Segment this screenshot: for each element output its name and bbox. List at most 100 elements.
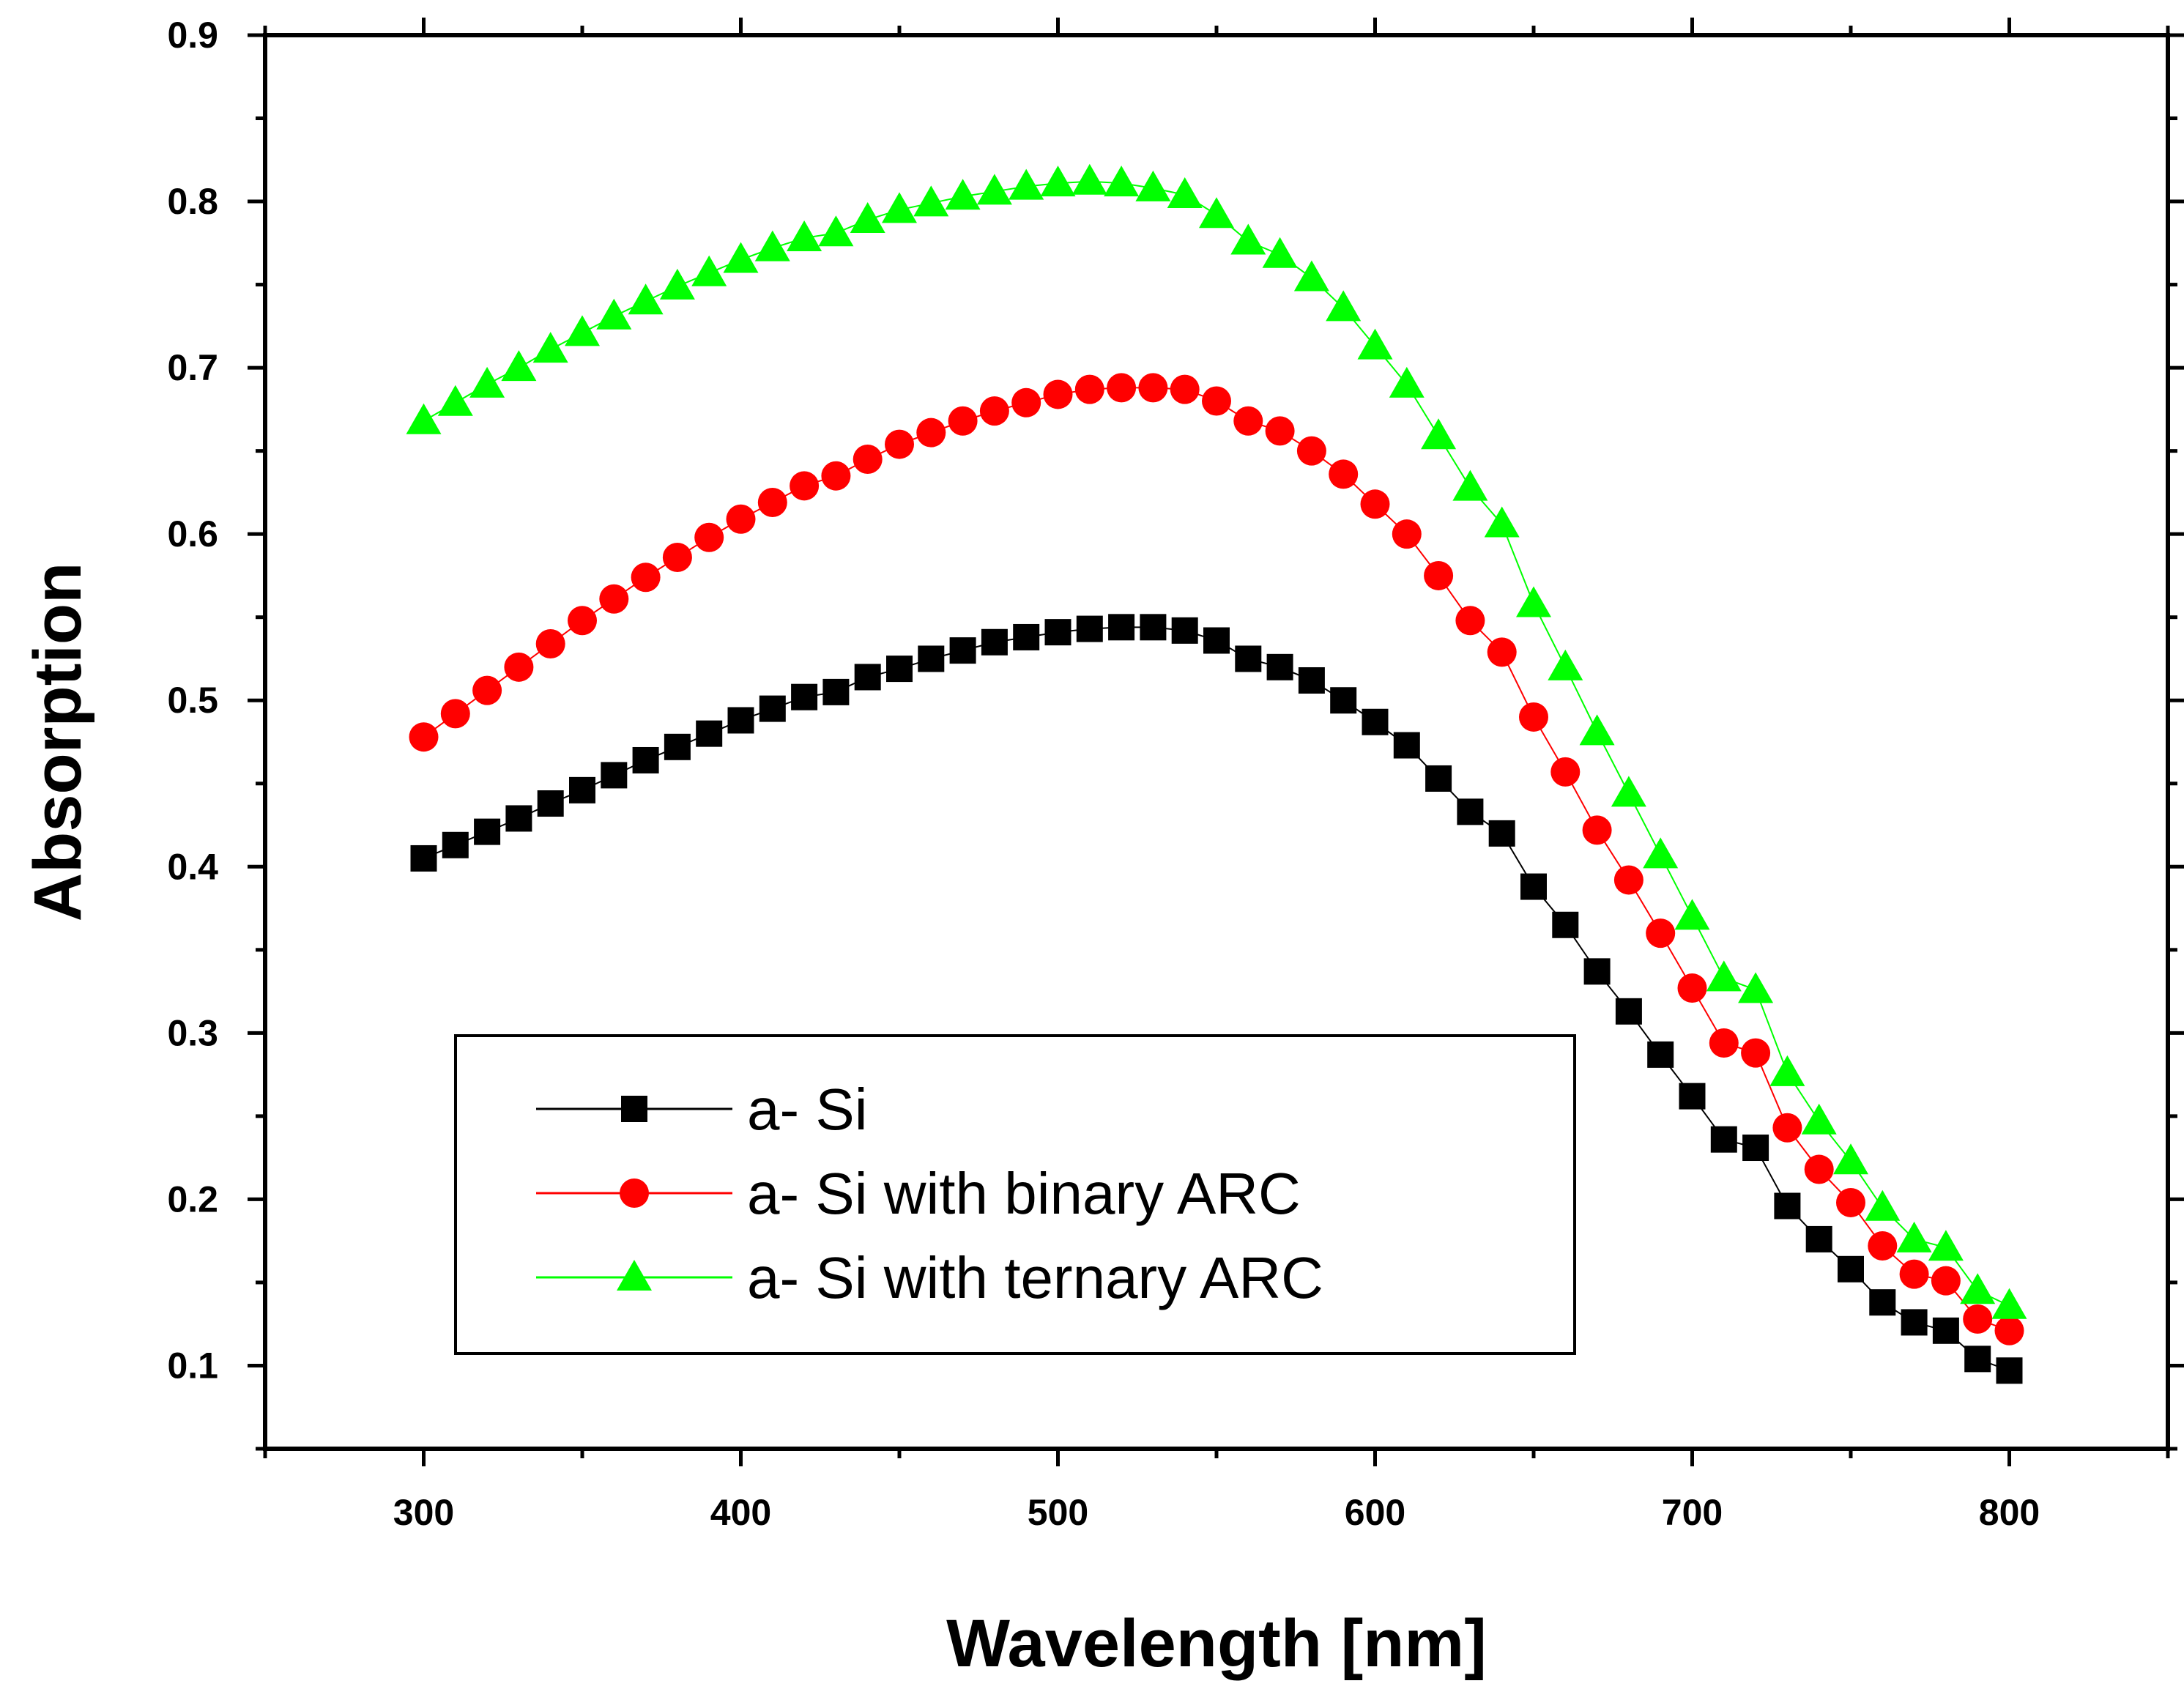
data-point-square [791, 683, 818, 710]
data-point-square [1235, 645, 1262, 672]
data-point-square [949, 637, 976, 664]
legend-label: a- Si [747, 1077, 868, 1142]
data-point-triangle [1738, 972, 1774, 1003]
data-point-circle [1043, 379, 1073, 409]
data-point-circle [1931, 1266, 1961, 1296]
data-point-triangle [1230, 223, 1266, 255]
data-point-triangle [818, 215, 854, 247]
data-point-circle [757, 488, 787, 518]
data-point-circle [1550, 757, 1581, 787]
data-point-circle [1519, 702, 1548, 732]
data-point-square [1679, 1083, 1706, 1110]
data-point-circle [1994, 1315, 2024, 1345]
data-point-triangle [1389, 366, 1425, 398]
data-point-circle [504, 652, 534, 682]
data-point-square [1869, 1289, 1896, 1316]
data-point-triangle [1611, 776, 1646, 807]
data-point-triangle [723, 242, 759, 273]
data-point-square [410, 844, 437, 872]
data-point-square [442, 831, 469, 858]
data-point-triangle [754, 230, 790, 261]
data-point-triangle [1960, 1273, 1996, 1304]
x-tick-label: 800 [1979, 1492, 2040, 1533]
data-point-square [1710, 1126, 1737, 1153]
data-point-square [1838, 1255, 1864, 1282]
y-tick-label: 0.7 [167, 347, 218, 388]
data-point-triangle [1579, 714, 1615, 746]
data-point-circle [1455, 606, 1485, 636]
data-point-triangle [532, 332, 568, 363]
data-point-square [664, 733, 691, 760]
data-point-square [1932, 1317, 1959, 1344]
data-point-triangle [469, 366, 505, 398]
data-point-triangle [628, 283, 664, 315]
data-point-triangle [1706, 960, 1742, 992]
x-tick-label: 500 [1028, 1492, 1088, 1533]
data-point-circle [1296, 436, 1326, 466]
data-point-circle [1963, 1304, 1993, 1334]
data-point-circle [1709, 1028, 1739, 1058]
data-point-triangle [691, 255, 727, 286]
data-point-circle [1202, 386, 1231, 416]
data-point-square [474, 818, 501, 845]
data-point-square [1266, 653, 1293, 680]
data-point-triangle [1199, 197, 1234, 229]
data-point-triangle [501, 350, 537, 382]
data-point-circle [885, 429, 914, 459]
data-point-square [1901, 1309, 1928, 1336]
data-point-circle [1487, 637, 1517, 667]
data-point-circle [1360, 489, 1390, 519]
data-point-circle [790, 471, 820, 501]
data-series [406, 163, 2027, 1384]
data-point-square [1298, 667, 1325, 694]
data-point-square [1393, 732, 1420, 759]
x-tick-label: 400 [710, 1492, 771, 1533]
data-point-triangle [1421, 418, 1457, 450]
data-point-square [1996, 1357, 2023, 1384]
data-point-circle [1138, 373, 1168, 403]
data-point-circle [1392, 519, 1422, 549]
data-point-square [1805, 1225, 1832, 1252]
data-point-triangle [1928, 1230, 1964, 1261]
series-triangle [406, 163, 2027, 1319]
data-point-square [1520, 873, 1547, 900]
data-point-square [632, 746, 659, 773]
data-point-square [1171, 617, 1198, 644]
data-point-square [1362, 708, 1389, 735]
data-point-triangle [1769, 1055, 1805, 1086]
legend-label: a- Si with binary ARC [747, 1161, 1301, 1226]
data-point-square [886, 656, 913, 683]
data-point-square [537, 790, 564, 817]
x-tick-label: 300 [393, 1492, 454, 1533]
data-point-triangle [1896, 1221, 1932, 1252]
data-point-triangle [1135, 170, 1171, 201]
data-point-circle [472, 675, 502, 705]
data-point-triangle [1071, 163, 1107, 195]
data-point-triangle [1516, 586, 1551, 617]
data-point-triangle [976, 174, 1012, 205]
y-tick-label: 0.4 [167, 846, 218, 887]
data-point-square [727, 707, 754, 734]
data-point-circle [568, 606, 597, 636]
data-point-circle [1170, 374, 1200, 404]
data-point-circle [1899, 1259, 1929, 1289]
data-point-square [1203, 627, 1230, 654]
data-point-square [918, 645, 945, 672]
data-point-circle [821, 461, 851, 491]
data-point-square [759, 695, 786, 722]
data-point-triangle [1167, 177, 1203, 208]
data-point-circle [853, 445, 883, 474]
data-point-triangle [596, 298, 632, 330]
data-point-circle [1582, 815, 1612, 845]
data-point-square [1647, 1041, 1674, 1068]
data-point-circle [409, 722, 439, 752]
data-point-triangle [1548, 649, 1583, 680]
data-point-circle [1265, 416, 1295, 446]
data-point-triangle [565, 315, 600, 346]
data-point-triangle [1643, 837, 1679, 869]
data-point-circle [1329, 459, 1359, 489]
data-point-square [1140, 614, 1167, 641]
data-point-square [1964, 1345, 1991, 1373]
data-point-triangle [945, 179, 981, 210]
